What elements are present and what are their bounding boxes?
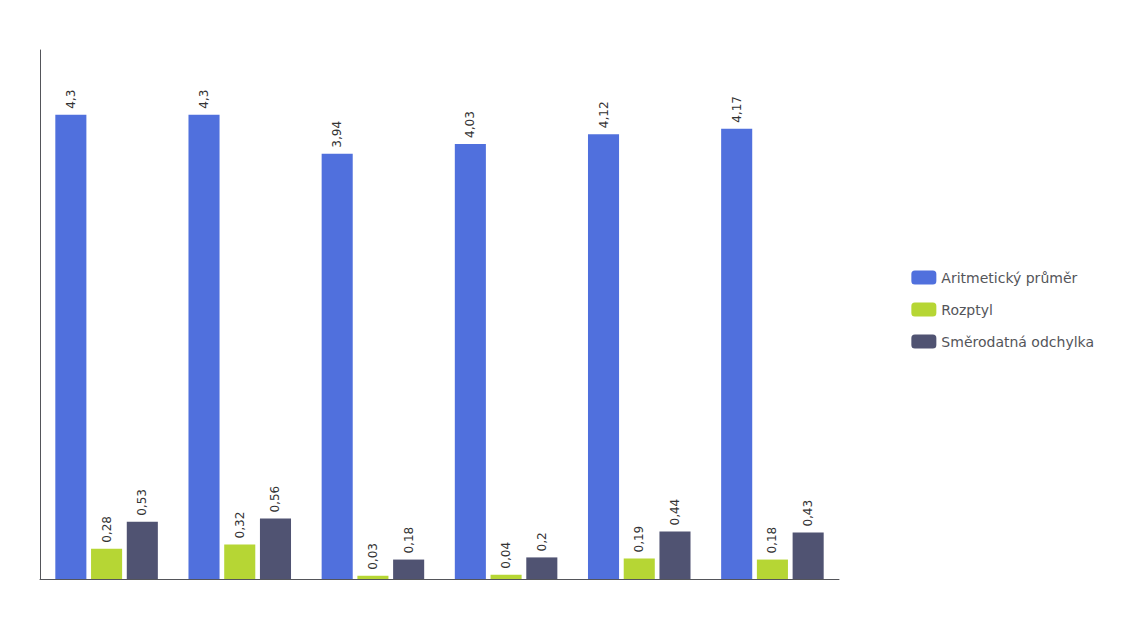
svg-text:3,94: 3,94: [330, 121, 344, 148]
svg-text:4,03: 4,03: [463, 111, 477, 138]
svg-text:0,53: 0,53: [135, 489, 149, 516]
svg-text:0,56: 0,56: [268, 486, 282, 513]
svg-text:0,2: 0,2: [535, 532, 549, 551]
svg-text:4,12: 4,12: [597, 101, 611, 128]
svg-text:Rozptyl: Rozptyl: [941, 302, 993, 318]
svg-text:0,19: 0,19: [632, 526, 646, 553]
svg-text:0,18: 0,18: [765, 527, 779, 554]
svg-text:Aritmetický průměr: Aritmetický průměr: [941, 270, 1077, 286]
svg-text:0,28: 0,28: [100, 516, 114, 543]
svg-text:0,04: 0,04: [499, 542, 513, 569]
svg-text:4,3: 4,3: [64, 90, 78, 109]
svg-text:0,18: 0,18: [402, 527, 416, 554]
svg-text:4,17: 4,17: [730, 96, 744, 123]
svg-text:Směrodatná odchylka: Směrodatná odchylka: [941, 334, 1094, 350]
svg-text:0,43: 0,43: [801, 500, 815, 527]
svg-text:0,44: 0,44: [668, 499, 682, 526]
svg-text:0,03: 0,03: [366, 543, 380, 570]
svg-text:4,3: 4,3: [197, 90, 211, 109]
svg-text:0,32: 0,32: [233, 512, 247, 539]
